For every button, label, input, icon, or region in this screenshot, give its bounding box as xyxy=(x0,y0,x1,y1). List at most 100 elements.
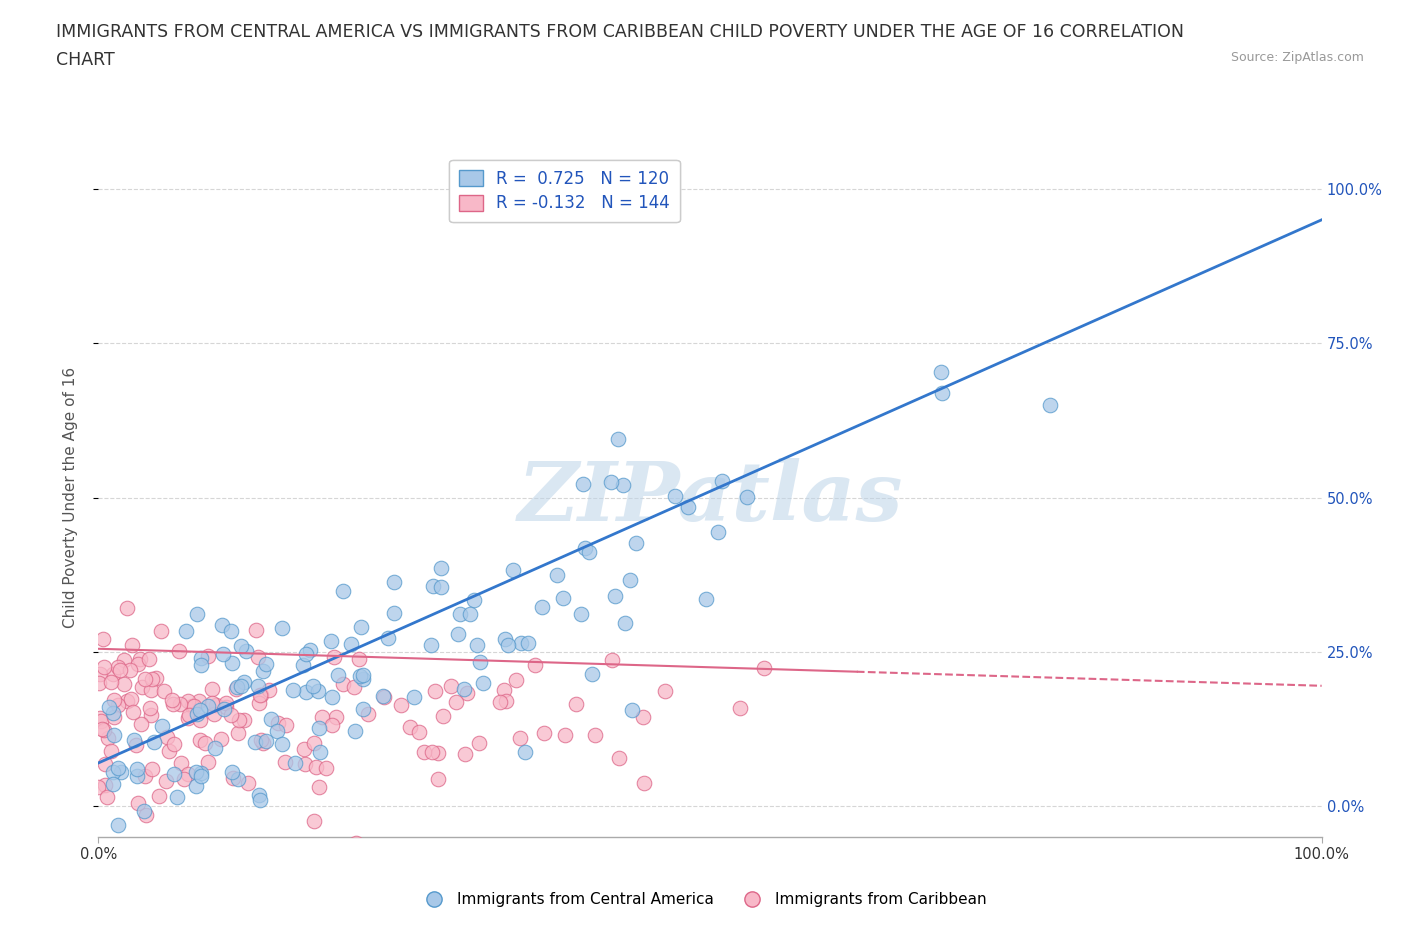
Point xyxy=(197,648,219,663)
Point xyxy=(292,742,315,757)
Point xyxy=(90,713,112,728)
Point xyxy=(190,768,212,783)
Point xyxy=(352,702,374,717)
Point xyxy=(654,684,676,698)
Point xyxy=(326,668,349,683)
Point xyxy=(429,579,451,594)
Point xyxy=(707,525,730,539)
Point xyxy=(190,765,212,780)
Point xyxy=(190,651,212,666)
Point xyxy=(159,744,181,759)
Point xyxy=(340,636,363,651)
Point xyxy=(352,667,374,682)
Point xyxy=(377,631,399,645)
Point xyxy=(89,666,111,681)
Point xyxy=(107,817,129,832)
Point xyxy=(382,605,405,620)
Text: CHART: CHART xyxy=(56,51,115,69)
Point xyxy=(100,744,122,759)
Point xyxy=(664,489,686,504)
Point xyxy=(332,676,354,691)
Point xyxy=(221,764,243,779)
Point xyxy=(607,751,630,765)
Point xyxy=(89,711,111,725)
Point xyxy=(169,697,191,711)
Point xyxy=(581,667,603,682)
Point xyxy=(94,777,117,792)
Point xyxy=(187,694,209,709)
Point xyxy=(125,737,148,752)
Point xyxy=(221,623,243,638)
Legend: R =  0.725   N = 120, R = -0.132   N = 144: R = 0.725 N = 120, R = -0.132 N = 144 xyxy=(450,160,679,222)
Point xyxy=(468,655,491,670)
Point xyxy=(107,698,129,712)
Point xyxy=(173,772,195,787)
Point xyxy=(276,718,298,733)
Point xyxy=(619,572,641,587)
Point xyxy=(472,676,495,691)
Point xyxy=(129,651,152,666)
Point xyxy=(349,669,371,684)
Point xyxy=(103,710,125,724)
Point xyxy=(458,606,481,621)
Point xyxy=(232,712,254,727)
Point xyxy=(343,724,366,738)
Point xyxy=(737,489,759,504)
Point xyxy=(141,672,163,687)
Point xyxy=(97,730,120,745)
Point xyxy=(188,702,211,717)
Point xyxy=(347,652,370,667)
Text: ZIPatlas: ZIPatlas xyxy=(517,458,903,538)
Point xyxy=(402,689,425,704)
Point xyxy=(271,737,294,751)
Point xyxy=(929,365,952,379)
Point xyxy=(252,736,274,751)
Point xyxy=(398,720,420,735)
Point xyxy=(612,478,634,493)
Point xyxy=(134,804,156,818)
Point xyxy=(93,659,115,674)
Point xyxy=(569,607,592,622)
Point xyxy=(274,754,297,769)
Point xyxy=(430,561,453,576)
Point xyxy=(494,631,516,646)
Point xyxy=(246,650,269,665)
Point xyxy=(492,683,515,698)
Point xyxy=(321,718,343,733)
Point xyxy=(156,730,179,745)
Point xyxy=(97,700,120,715)
Point xyxy=(498,638,520,653)
Point xyxy=(613,616,636,631)
Point xyxy=(432,709,454,724)
Point xyxy=(249,687,271,702)
Point xyxy=(93,723,115,737)
Point xyxy=(574,540,596,555)
Point xyxy=(139,701,162,716)
Point xyxy=(308,779,330,794)
Point xyxy=(284,755,307,770)
Point xyxy=(177,707,200,722)
Point xyxy=(413,745,436,760)
Point xyxy=(167,644,190,658)
Point xyxy=(125,769,148,784)
Point xyxy=(94,756,117,771)
Point xyxy=(606,432,628,446)
Point xyxy=(754,660,776,675)
Point xyxy=(190,658,212,672)
Point xyxy=(188,713,211,728)
Point xyxy=(135,808,157,823)
Point xyxy=(554,728,576,743)
Point xyxy=(141,761,163,776)
Point xyxy=(127,762,149,777)
Point xyxy=(931,386,953,401)
Point xyxy=(160,692,183,707)
Point xyxy=(110,764,132,779)
Point xyxy=(96,790,118,804)
Point xyxy=(150,623,173,638)
Point xyxy=(281,683,304,698)
Point xyxy=(583,727,606,742)
Point xyxy=(225,682,247,697)
Point xyxy=(138,651,160,666)
Point xyxy=(131,848,153,863)
Point xyxy=(107,660,129,675)
